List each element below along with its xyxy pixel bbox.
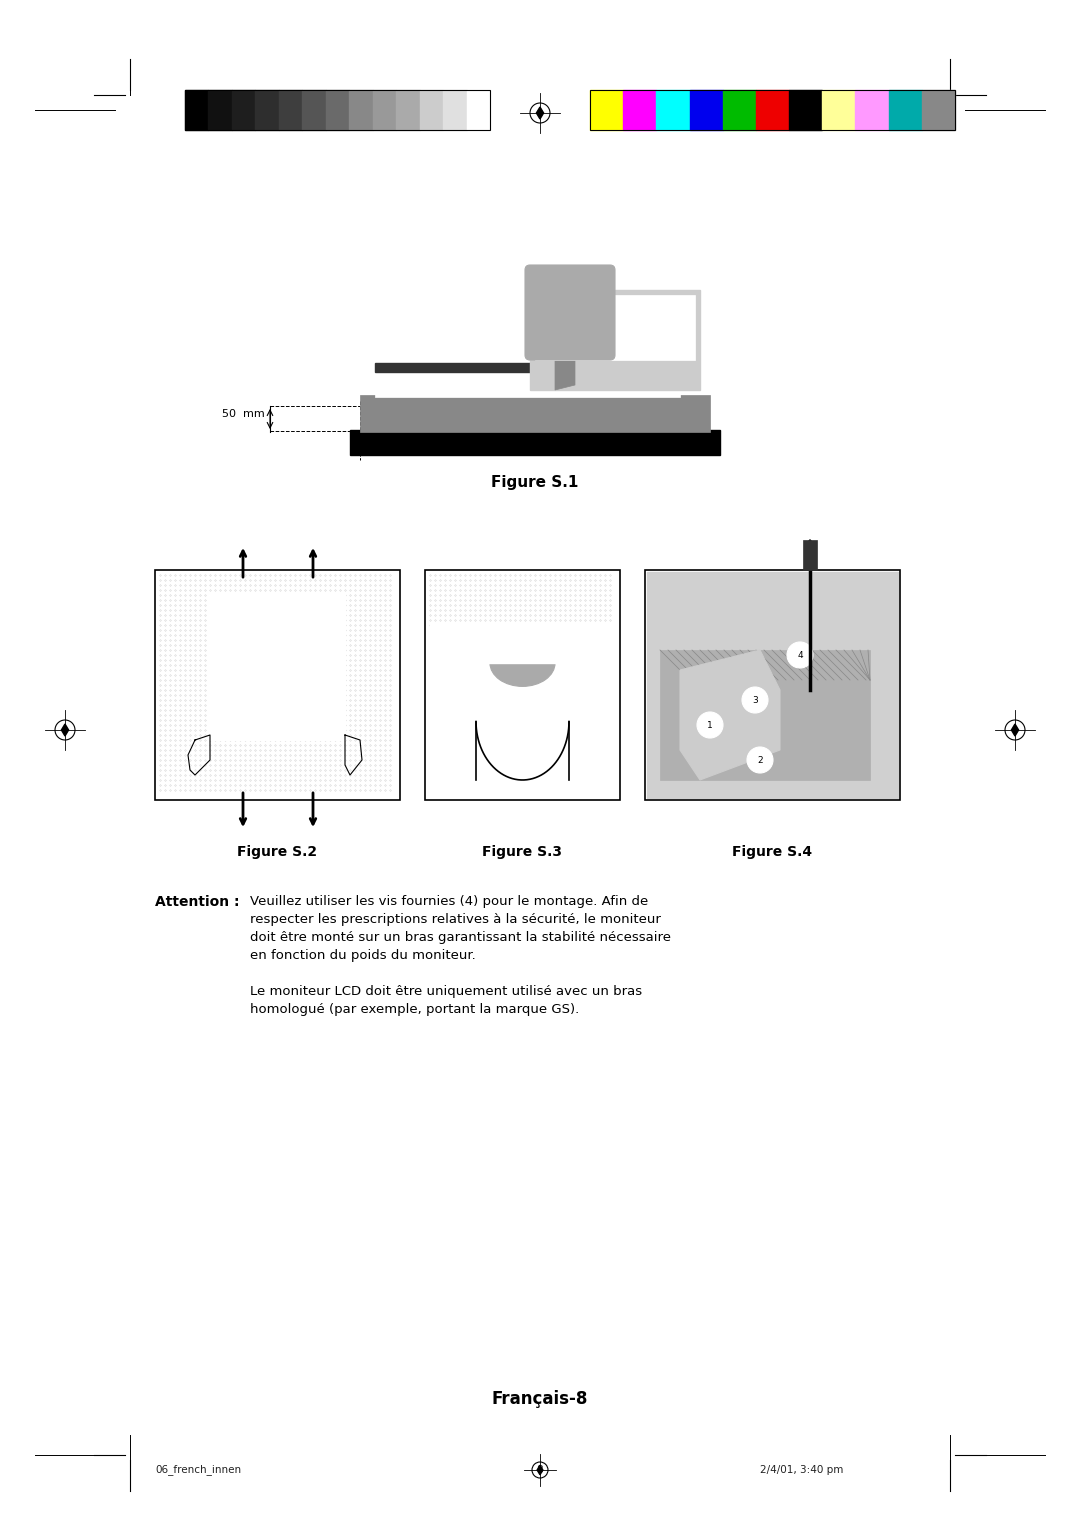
Text: doit être monté sur un bras garantissant la stabilité nécessaire: doit être monté sur un bras garantissant… (249, 931, 671, 944)
Polygon shape (537, 107, 543, 119)
Bar (326, 90, 349, 130)
Bar (590, 90, 623, 130)
Text: Figure S.3: Figure S.3 (483, 845, 563, 859)
Text: 4: 4 (797, 651, 802, 660)
Text: respecter les prescriptions relatives à la sécurité, le moniteur: respecter les prescriptions relatives à … (249, 914, 661, 926)
Bar (210, 594, 345, 740)
Circle shape (787, 642, 813, 668)
Bar (360, 396, 710, 432)
Text: Veuillez utiliser les vis fournies (4) pour le montage. Afin de: Veuillez utiliser les vis fournies (4) p… (249, 895, 648, 908)
Bar (279, 90, 302, 130)
Text: 1: 1 (707, 721, 713, 729)
FancyBboxPatch shape (525, 264, 615, 361)
Text: 2/4/01, 3:40 pm: 2/4/01, 3:40 pm (760, 1465, 843, 1475)
Bar (855, 90, 889, 130)
Bar (645, 570, 900, 801)
Bar (375, 370, 680, 397)
Bar (156, 570, 400, 801)
Bar (420, 90, 443, 130)
Bar (623, 90, 657, 130)
Bar (396, 90, 420, 130)
Bar (689, 90, 723, 130)
Polygon shape (1011, 724, 1018, 736)
Bar (889, 90, 922, 130)
Text: Figure S.2: Figure S.2 (238, 845, 318, 859)
Bar (430, 623, 616, 663)
Text: homologué (par exemple, portant la marque GS).: homologué (par exemple, portant la marqu… (249, 1002, 579, 1016)
Bar (756, 90, 789, 130)
Bar (590, 90, 955, 130)
Bar (302, 90, 326, 130)
Bar (660, 649, 870, 779)
Circle shape (742, 688, 768, 714)
Text: 50  mm: 50 mm (222, 410, 265, 419)
Bar (349, 90, 373, 130)
Text: Attention :: Attention : (156, 895, 240, 909)
Bar (789, 90, 822, 130)
Bar (467, 90, 490, 130)
Polygon shape (537, 1465, 543, 1475)
Bar (185, 90, 490, 130)
Bar (375, 364, 680, 371)
Polygon shape (680, 649, 780, 779)
Bar (822, 90, 855, 130)
Text: Le moniteur LCD doit être uniquement utilisé avec un bras: Le moniteur LCD doit être uniquement uti… (249, 986, 643, 998)
Polygon shape (62, 724, 69, 736)
Bar (443, 90, 467, 130)
Bar (647, 571, 897, 798)
Polygon shape (555, 361, 575, 390)
Bar (255, 90, 279, 130)
Bar (232, 90, 255, 130)
Bar (218, 604, 337, 732)
Bar (350, 429, 720, 455)
Text: 3: 3 (752, 695, 758, 704)
Ellipse shape (490, 640, 555, 686)
Bar (922, 90, 955, 130)
Bar (657, 90, 689, 130)
Text: Figure S.4: Figure S.4 (732, 845, 812, 859)
Bar (530, 290, 700, 390)
Bar (208, 90, 232, 130)
Circle shape (747, 747, 773, 773)
Text: Figure S.1: Figure S.1 (491, 475, 579, 490)
Text: 06_french_innen: 06_french_innen (156, 1464, 241, 1476)
Bar (723, 90, 756, 130)
Bar (804, 539, 816, 570)
Text: 8: 8 (537, 1465, 543, 1475)
Bar (373, 90, 396, 130)
Bar (445, 623, 600, 790)
Bar (185, 90, 208, 130)
Circle shape (697, 712, 723, 738)
Text: Français-8: Français-8 (491, 1390, 589, 1407)
Bar (426, 570, 620, 801)
Bar (535, 295, 696, 361)
Text: en fonction du poids du moniteur.: en fonction du poids du moniteur. (249, 949, 476, 963)
Text: 2: 2 (757, 755, 762, 764)
